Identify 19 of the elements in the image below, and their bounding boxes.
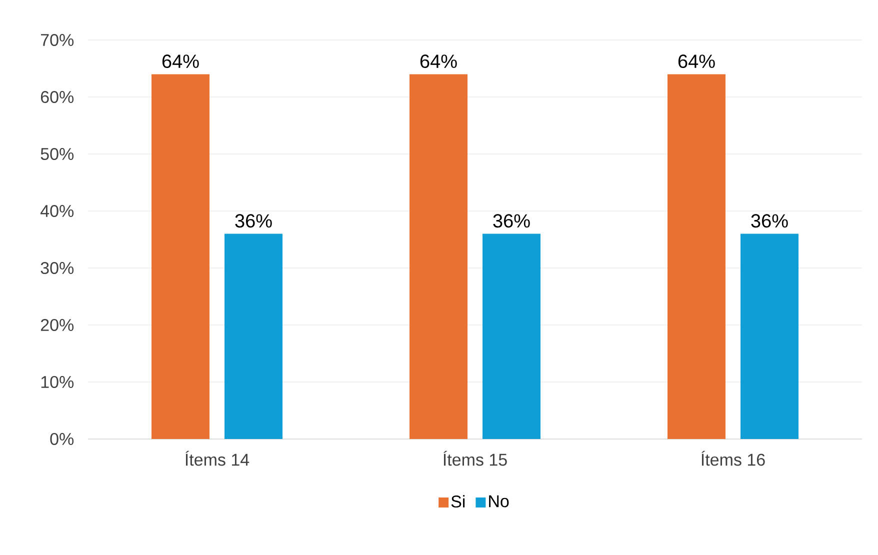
y-tick-label: 10%	[41, 376, 74, 388]
y-tick-label: 20%	[40, 318, 74, 332]
x-tick-label: Ítems 14	[186, 450, 250, 466]
y-tick-label: 0%	[50, 432, 74, 446]
x-tick-label: Ítems 16	[702, 450, 765, 466]
data-label: 64%	[420, 54, 457, 68]
data-label: 36%	[235, 214, 272, 228]
y-tick-label: 60%	[40, 90, 74, 104]
data-label: 36%	[751, 214, 788, 228]
y-tick-label: 50%	[40, 148, 74, 160]
x-tick-label: Ítems 15	[444, 450, 507, 466]
legend-label: Si	[451, 495, 465, 508]
data-label: 64%	[162, 54, 199, 68]
y-tick-label: 30%	[40, 262, 74, 274]
data-label: 36%	[493, 214, 530, 228]
y-tick-label: 70%	[40, 34, 74, 46]
y-tick-label: 40%	[40, 204, 74, 218]
legend-label: No	[489, 495, 509, 508]
data-label: 64%	[678, 54, 715, 68]
